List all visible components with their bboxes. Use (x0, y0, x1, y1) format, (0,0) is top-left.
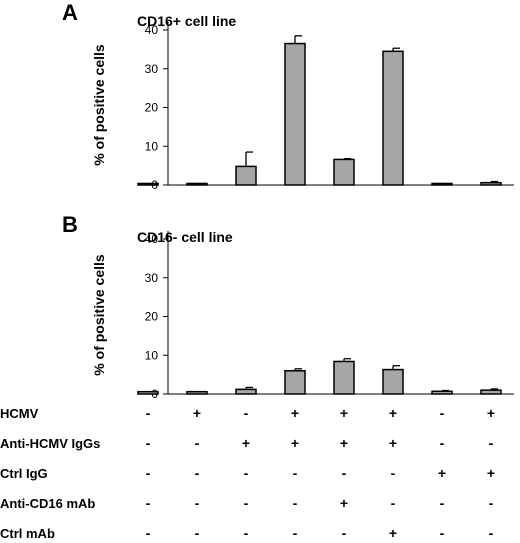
y-tick-label: 20 (145, 310, 159, 324)
condition-sign: - (195, 525, 200, 541)
condition-sign: + (193, 405, 201, 421)
bar (137, 390, 159, 395)
y-tick-label: 40 (145, 232, 159, 246)
condition-label: Anti-CD16 mAb (0, 496, 95, 511)
panel-a-ylabel: % of positive cells (91, 44, 107, 166)
bar (235, 165, 257, 186)
condition-sign: + (242, 435, 250, 451)
condition-sign: - (244, 405, 249, 421)
bar (382, 368, 404, 395)
condition-sign: - (489, 525, 494, 541)
condition-sign: - (195, 495, 200, 511)
y-tick-label: 40 (145, 23, 159, 37)
bar (382, 50, 404, 186)
condition-sign: - (489, 495, 494, 511)
condition-sign: - (293, 525, 298, 541)
y-tick-label: 10 (145, 139, 159, 153)
condition-sign: - (244, 495, 249, 511)
condition-sign: - (440, 405, 445, 421)
y-tick-label: 10 (145, 348, 159, 362)
condition-label: Anti-HCMV IgGs (0, 436, 100, 451)
panel-a-plot: 010203040 (137, 22, 514, 192)
bar (480, 181, 502, 186)
bar (431, 390, 453, 395)
bar (186, 182, 208, 186)
panel-a-letter: A (62, 0, 78, 25)
condition-sign: + (389, 435, 397, 451)
condition-sign: + (291, 435, 299, 451)
condition-label: HCMV (0, 406, 39, 421)
condition-label: Ctrl IgG (0, 466, 48, 481)
condition-sign: - (146, 435, 151, 451)
condition-sign: - (244, 525, 249, 541)
condition-sign: - (489, 435, 494, 451)
y-tick-label: 30 (145, 62, 159, 76)
condition-sign: - (440, 435, 445, 451)
condition-sign: + (438, 465, 446, 481)
condition-sign: + (487, 465, 495, 481)
condition-sign: + (389, 405, 397, 421)
condition-sign: - (146, 465, 151, 481)
condition-sign: - (146, 405, 151, 421)
panel-b-title: CD16- cell line (137, 229, 233, 245)
condition-table: HCMV - + - + + + - + Anti-HCMV IgGs - - + + + + - - Ctrl I… (0, 405, 495, 541)
condition-sign: + (340, 405, 348, 421)
panel-b-letter: B (62, 212, 78, 237)
condition-sign: + (389, 525, 397, 541)
y-tick-label: 30 (145, 271, 159, 285)
condition-sign: - (440, 525, 445, 541)
condition-sign: + (340, 435, 348, 451)
bar (333, 360, 355, 395)
condition-sign: - (146, 525, 151, 541)
bar (480, 389, 502, 395)
bar (431, 182, 453, 186)
condition-sign: - (293, 495, 298, 511)
panel-a-title: CD16+ cell line (137, 13, 236, 29)
condition-sign: - (244, 465, 249, 481)
condition-sign: + (340, 495, 348, 511)
bar (137, 182, 159, 186)
condition-sign: - (391, 495, 396, 511)
condition-sign: - (293, 465, 298, 481)
bar (284, 42, 306, 186)
y-tick-label: 20 (145, 101, 159, 115)
condition-sign: - (195, 435, 200, 451)
bar (333, 158, 355, 186)
condition-sign: - (146, 495, 151, 511)
condition-sign: - (342, 525, 347, 541)
bar (186, 390, 208, 395)
condition-sign: - (342, 465, 347, 481)
bar (284, 370, 306, 395)
condition-sign: - (391, 465, 396, 481)
condition-sign: + (291, 405, 299, 421)
condition-sign: + (487, 405, 495, 421)
panel-b-ylabel: % of positive cells (91, 254, 107, 376)
condition-sign: - (440, 495, 445, 511)
bar (235, 388, 257, 395)
panel-b-plot: 010203040 (137, 231, 514, 401)
condition-label: Ctrl mAb (0, 526, 55, 541)
condition-sign: - (195, 465, 200, 481)
